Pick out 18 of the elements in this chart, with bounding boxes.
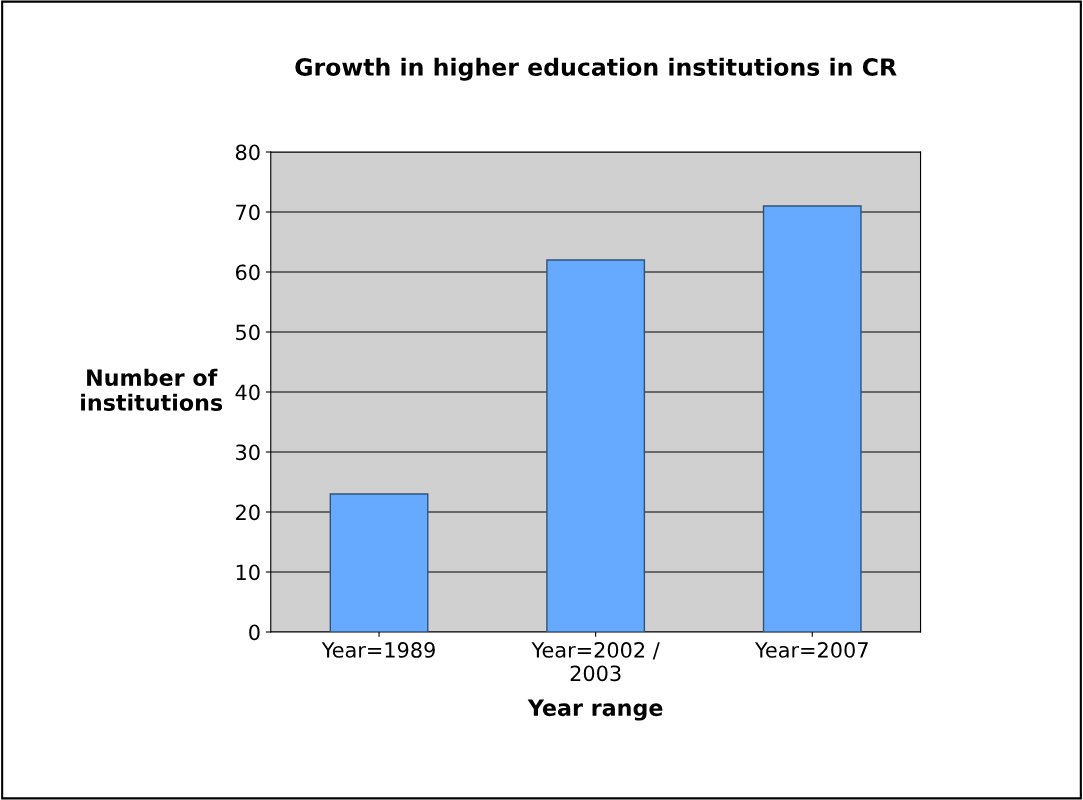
- x-tick-label: Year=1989: [321, 642, 435, 658]
- bar: [546, 259, 646, 632]
- x-tick-label: Year=2002 / 2003: [531, 642, 660, 682]
- chart-title: Growth in higher education institutions in CR: [295, 57, 897, 81]
- y-tick-label: 30: [236, 444, 260, 461]
- x-tick-label: Year=2007: [754, 642, 868, 658]
- bar: [329, 493, 429, 632]
- bar: [762, 205, 862, 632]
- y-tick-label: 50: [236, 324, 260, 341]
- y-tick-label: 40: [235, 384, 260, 401]
- x-axis-title: Year range: [527, 699, 663, 721]
- y-tick-label: 80: [235, 144, 260, 161]
- y-tick-label: 60: [235, 264, 260, 281]
- y-tick-label: 10: [236, 564, 260, 581]
- y-tick-label: 0: [249, 624, 260, 641]
- y-tick-label: 70: [236, 204, 260, 221]
- y-tick-label: 20: [236, 504, 260, 521]
- y-axis-title: Number of institutions: [81, 368, 223, 411]
